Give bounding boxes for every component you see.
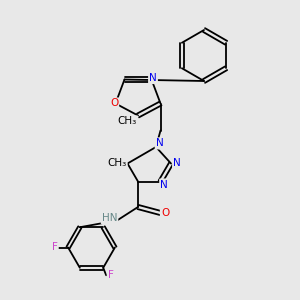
Text: HN: HN [102,213,117,223]
Text: N: N [160,179,168,190]
Text: F: F [108,270,114,280]
Text: N: N [149,73,157,83]
Text: N: N [156,138,164,148]
Text: F: F [52,242,58,253]
Text: CH₃: CH₃ [118,116,137,127]
Text: CH₃: CH₃ [107,158,127,169]
Text: O: O [161,208,169,218]
Text: N: N [173,158,181,169]
Text: O: O [110,98,118,109]
